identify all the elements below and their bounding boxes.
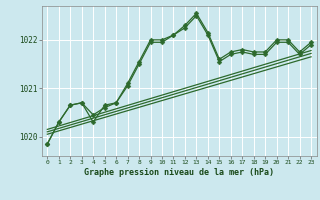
X-axis label: Graphe pression niveau de la mer (hPa): Graphe pression niveau de la mer (hPa) bbox=[84, 168, 274, 177]
